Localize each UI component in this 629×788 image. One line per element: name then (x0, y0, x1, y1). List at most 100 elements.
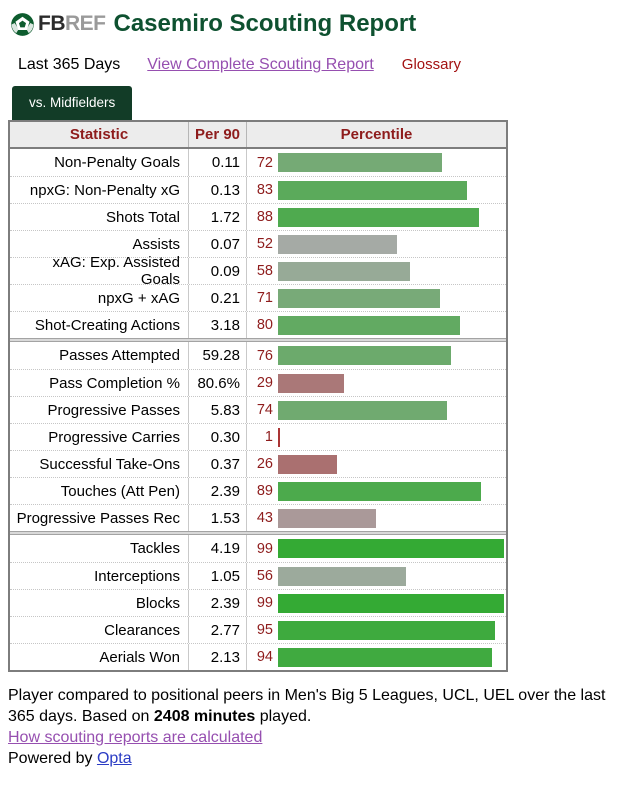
how-calculated-link[interactable]: How scouting reports are calculated (8, 729, 263, 746)
per90-value: 3.18 (189, 312, 247, 338)
percentile-bar (278, 539, 504, 558)
stat-label: Touches (Att Pen) (10, 478, 189, 504)
percentile-value: 94 (256, 649, 273, 665)
percentile-bar (278, 427, 281, 447)
per90-value: 80.6% (189, 370, 247, 396)
stat-label: Non-Penalty Goals (10, 149, 189, 176)
stat-group-attacking: Non-Penalty Goals 0.11 72 npxG: Non-Penalty… (10, 149, 506, 338)
percentile-value: 26 (256, 456, 273, 472)
percentile-value: 80 (256, 317, 273, 333)
table-row: Shot-Creating Actions 3.18 80 (10, 311, 506, 338)
percentile-bar (278, 454, 338, 474)
stat-label: Pass Completion % (10, 370, 189, 396)
view-complete-report-link[interactable]: View Complete Scouting Report (147, 56, 374, 73)
stat-label: Aerials Won (10, 644, 189, 670)
percentile-value: 72 (256, 154, 273, 171)
percentile-bar (278, 234, 397, 254)
stat-label: Tackles (10, 535, 189, 562)
percentile-bar (278, 288, 440, 308)
percentile-bar (278, 315, 461, 335)
stat-group-possession: Passes Attempted 59.28 76 Pass Completion %… (10, 342, 506, 531)
per90-value: 0.21 (189, 285, 247, 311)
stat-group-defending: Tackles 4.19 99 Interceptions 1.05 56 Blocks 2.… (10, 535, 506, 670)
percentile-cell: 99 (247, 535, 506, 562)
table-row: Blocks 2.39 99 (10, 589, 506, 616)
group-separator (10, 338, 506, 342)
opta-link[interactable]: Opta (96, 750, 132, 767)
group-separator (10, 531, 506, 535)
table-row: Tackles 4.19 99 (10, 535, 506, 562)
col-header-statistic: Statistic (10, 122, 189, 147)
per90-value: 2.77 (189, 617, 247, 643)
percentile-value: 74 (256, 402, 273, 418)
per90-value: 1.05 (189, 563, 247, 589)
percentile-value: 52 (256, 236, 273, 252)
powered-by-line: Powered by Opta (8, 748, 623, 769)
tab-vs-midfielders[interactable]: vs. Midfielders (12, 86, 133, 120)
table-row: Touches (Att Pen) 2.39 89 (10, 477, 506, 504)
percentile-cell: 89 (247, 478, 506, 504)
percentile-value: 1 (264, 429, 273, 445)
per90-value: 1.53 (189, 505, 247, 531)
table-row: npxG + xAG 0.21 71 (10, 284, 506, 311)
per90-value: 0.07 (189, 231, 247, 257)
per90-value: 2.39 (189, 478, 247, 504)
percentile-value: 83 (256, 182, 273, 198)
percentile-cell: 94 (247, 644, 506, 670)
percentile-bar (278, 153, 443, 172)
percentile-cell: 80 (247, 312, 506, 338)
stat-label: Clearances (10, 617, 189, 643)
col-header-percentile: Percentile (340, 126, 413, 143)
stat-label: xAG: Exp. Assisted Goals (10, 254, 189, 288)
percentile-bar (278, 620, 495, 640)
soccer-ball-icon (11, 12, 34, 36)
table-row: Shots Total 1.72 88 (10, 203, 506, 230)
percentile-bar (278, 373, 345, 393)
percentile-bar (278, 180, 468, 200)
glossary-link[interactable]: Glossary (401, 56, 461, 73)
page-header: FB REF Casemiro Scouting Report (0, 0, 629, 38)
per90-value: 5.83 (189, 397, 247, 423)
per90-value: 2.39 (189, 590, 247, 616)
percentile-value: 29 (256, 375, 273, 391)
percentile-bar (278, 593, 504, 613)
percentile-cell: 43 (247, 505, 506, 531)
page-title: Casemiro Scouting Report (113, 10, 417, 37)
stat-label: Assists (10, 231, 189, 257)
table-row: xAG: Exp. Assisted Goals 0.09 58 (10, 254, 506, 288)
percentile-bar (278, 647, 493, 667)
note-text-end: played. (255, 708, 312, 725)
percentile-bar (278, 400, 447, 420)
stat-label: npxG + xAG (10, 285, 189, 311)
percentile-value: 99 (256, 540, 273, 557)
percentile-bar (278, 481, 481, 501)
scouting-table: Statistic Per 90 Percentile Non-Penalty … (8, 120, 508, 672)
stat-label: Progressive Passes Rec (10, 505, 189, 531)
per90-value: 0.30 (189, 424, 247, 450)
percentile-value: 58 (256, 263, 273, 279)
percentile-value: 88 (256, 209, 273, 225)
per90-value: 0.13 (189, 177, 247, 203)
fbref-logo[interactable]: FB REF (10, 12, 106, 37)
table-row: Non-Penalty Goals 0.11 72 (10, 149, 506, 176)
percentile-bar (278, 346, 452, 365)
stat-label: Shot-Creating Actions (10, 312, 189, 338)
percentile-bar (278, 207, 479, 227)
table-body: Non-Penalty Goals 0.11 72 npxG: Non-Penalty… (10, 149, 506, 670)
percentile-cell: 99 (247, 590, 506, 616)
table-row: Progressive Passes 5.83 74 (10, 396, 506, 423)
percentile-cell: 72 (247, 149, 506, 176)
per90-value: 0.37 (189, 451, 247, 477)
comparison-note: Player compared to positional peers in M… (8, 685, 623, 727)
percentile-cell: 76 (247, 342, 506, 369)
percentile-value: 89 (256, 483, 273, 499)
table-row: npxG: Non-Penalty xG 0.13 83 (10, 176, 506, 203)
percentile-value: 99 (256, 595, 273, 611)
logo-text-fb: FB (38, 12, 66, 35)
percentile-cell: 58 (247, 258, 506, 284)
table-row: Passes Attempted 59.28 76 (10, 342, 506, 369)
table-row: Progressive Carries 0.30 1 (10, 423, 506, 450)
percentile-cell: 56 (247, 563, 506, 589)
period-label: Last 365 Days (18, 56, 121, 73)
table-row: Progressive Passes Rec 1.53 43 (10, 504, 506, 531)
